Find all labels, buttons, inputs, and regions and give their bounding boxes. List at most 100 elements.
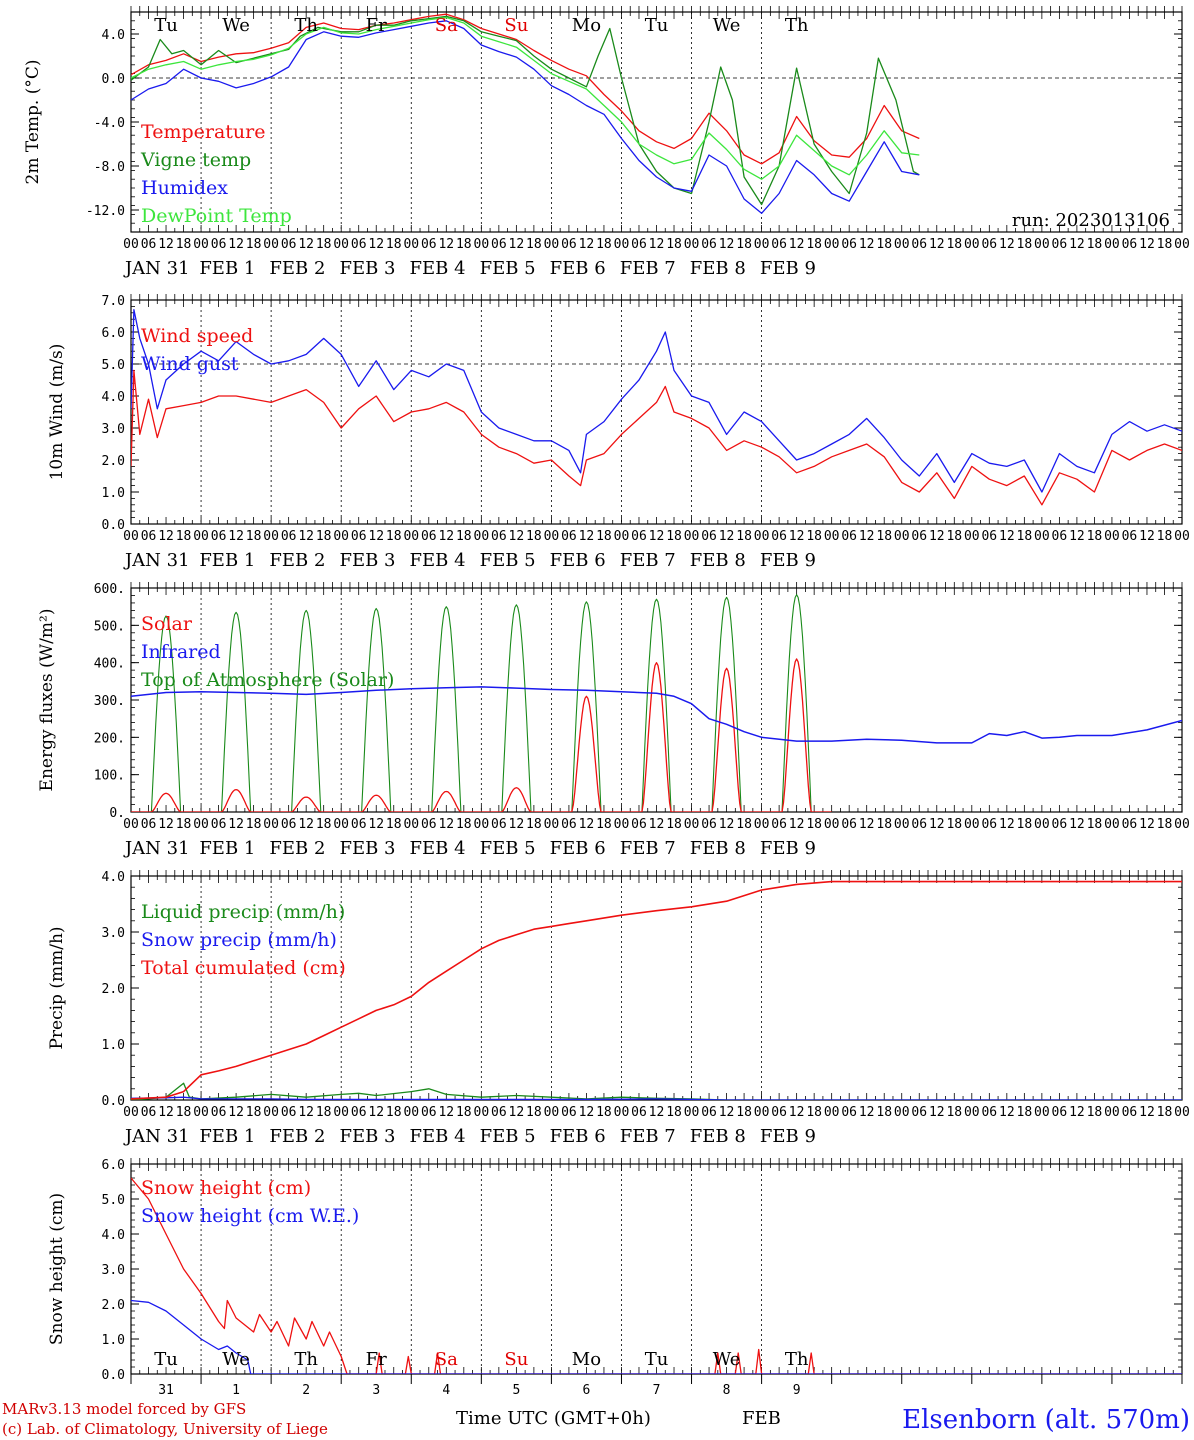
x-hour-label: 12 [859,1105,875,1120]
series-group [131,1177,1182,1374]
solar-line [411,790,482,812]
chart-panel-3: 600. 500. 400. 300. 200. 100. 0. Energy fluxes … [37,582,1190,859]
weekday-label: Th [294,1349,318,1370]
x-hour-label: 06 [561,817,577,832]
x-hour-label: 00 [1174,817,1190,832]
y-tick-label: 1.0 [102,486,125,501]
x-hour-label: 18 [806,817,822,832]
series-group [131,594,1182,812]
x-hour-label: 18 [316,237,332,252]
x-hour-label: 00 [614,817,630,832]
x-hour-label: 06 [351,817,367,832]
solar-line [621,662,692,812]
x-hour-label: 12 [368,237,384,252]
x-hour-label: 00 [754,1105,770,1120]
legend-entry: Total cumulated (cm) [141,957,346,979]
y-tick-label: 500. [94,619,125,634]
x-hour-label: 00 [333,1105,349,1120]
x-hour-label: 12 [368,1105,384,1120]
x-hour-label: 18 [736,817,752,832]
x-hour-label: 06 [561,237,577,252]
x-hour-label: 18 [666,237,682,252]
x-date-label: FEB 9 [760,550,816,571]
x-hour-label: 06 [1122,529,1138,544]
x-hour-label: 12 [579,529,595,544]
x-hour-label: 12 [579,237,595,252]
x-hour-label: 18 [386,237,402,252]
legend-entry: Snow precip (mm/h) [141,929,337,951]
weekday-label: We [222,15,250,36]
x-hour-label: 12 [1069,1105,1085,1120]
x-hour-label: 12 [649,817,665,832]
x-hour-label: 12 [158,237,174,252]
x-hour-label: 12 [929,529,945,544]
y-tick-label: 200. [94,731,125,746]
x-hour-label: 12 [298,529,314,544]
x-hour-label: 18 [526,1105,542,1120]
x-hour-label: 00 [123,817,139,832]
y-tick-label: 3.0 [102,422,125,437]
x-date-label: FEB 5 [480,838,536,859]
x-hour-label: 12 [298,237,314,252]
x-hour-label: 06 [701,237,717,252]
x-hour-label: 18 [176,237,192,252]
x-date-label: FEB 2 [269,838,325,859]
infrared-line [131,686,1182,744]
x-hour-label: 00 [263,1105,279,1120]
x-hour-label: 06 [771,237,787,252]
x-hour-label: 06 [701,529,717,544]
y-tick-label: 300. [94,694,125,709]
weekday-label: Th [785,1349,809,1370]
x-hour-label: 00 [193,1105,209,1120]
x-hour-label: 12 [509,529,525,544]
x-hour-label: 00 [894,817,910,832]
x-date-label: JAN 31 [123,258,190,279]
x-hour-label: 18 [736,237,752,252]
x-hour-label: 00 [964,817,980,832]
x-hour-label: 12 [228,237,244,252]
x-hour-label: 06 [211,817,227,832]
x-hour-label: 00 [544,237,560,252]
day-number-label: 7 [653,1383,661,1398]
x-hour-label: 00 [1104,1105,1120,1120]
x-hour-label: 06 [141,529,157,544]
x-hour-label: 06 [561,529,577,544]
weekday-label: Su [504,15,528,36]
weekday-label: Sa [435,15,458,36]
x-hour-label: 12 [368,529,384,544]
legend-entry: Top of Atmosphere (Solar) [141,669,394,691]
x-hour-label: 12 [438,1105,454,1120]
weekday-label: Tu [645,15,669,36]
solar-line [271,796,342,812]
x-hour-label: 06 [211,529,227,544]
x-date-label: FEB 1 [199,550,255,571]
x-hour-label: 00 [1034,1105,1050,1120]
x-hour-label: 06 [1052,817,1068,832]
x-date-label: FEB 9 [760,1126,816,1147]
x-hour-label: 18 [1087,817,1103,832]
x-hour-label: 00 [123,237,139,252]
y-tick-label: 2.0 [102,1298,125,1313]
y-tick-label: 4.0 [102,870,125,885]
y-tick-label: 4.0 [102,390,125,405]
x-hour-label: 06 [1052,237,1068,252]
x-hour-label: 06 [911,1105,927,1120]
x-hour-label: 00 [1174,237,1190,252]
x-hour-label: 18 [596,529,612,544]
x-date-label: FEB 8 [690,550,746,571]
x-hour-label: 06 [1052,1105,1068,1120]
x-hour-label: 00 [1104,817,1120,832]
x-hour-label: 12 [999,237,1015,252]
x-hour-label: 06 [841,529,857,544]
x-date-label: FEB 6 [550,1126,606,1147]
x-hour-label: 18 [386,529,402,544]
y-tick-label: 0. [109,806,125,821]
x-hour-label: 12 [1139,817,1155,832]
chart-panel-2: 7.0 6.0 5.0 4.0 3.0 2.0 1.0 0.0 10m Wind (m/s) 00… [47,294,1190,571]
x-hour-label: 18 [246,237,262,252]
x-hour-label: 00 [684,237,700,252]
x-hour-label: 06 [841,237,857,252]
x-hour-label: 12 [719,237,735,252]
chart-panel-5: 6.0 5.0 4.0 3.0 2.0 1.0 0.0 Snow height (cm) Sno… [47,1158,1183,1398]
